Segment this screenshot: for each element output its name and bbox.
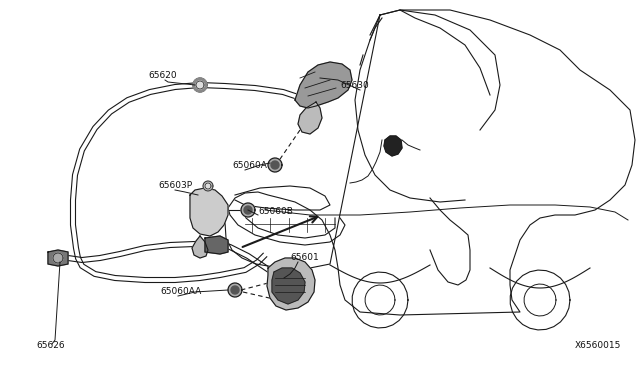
Polygon shape [196,81,204,89]
Polygon shape [228,283,242,297]
Polygon shape [205,183,211,189]
Polygon shape [267,258,315,310]
Polygon shape [190,188,228,236]
Polygon shape [205,236,228,254]
Text: 65060B: 65060B [258,207,293,216]
Polygon shape [272,268,305,304]
Text: 65601: 65601 [290,253,319,262]
Polygon shape [298,102,322,134]
Text: 65626: 65626 [36,341,65,350]
Text: 65603P: 65603P [158,181,192,190]
Text: 65060A: 65060A [232,161,267,170]
Polygon shape [271,161,279,169]
Text: 65060AA: 65060AA [160,287,201,296]
Text: 65620: 65620 [148,71,177,80]
Polygon shape [384,136,402,156]
Polygon shape [203,181,213,191]
Polygon shape [268,158,282,172]
Polygon shape [193,78,207,92]
Polygon shape [48,250,68,266]
Polygon shape [295,62,352,108]
Polygon shape [231,286,239,294]
Text: 65630: 65630 [340,81,369,90]
Polygon shape [244,206,252,214]
Polygon shape [53,253,63,263]
Polygon shape [192,236,208,258]
Text: X6560015: X6560015 [575,341,621,350]
Polygon shape [241,203,255,217]
